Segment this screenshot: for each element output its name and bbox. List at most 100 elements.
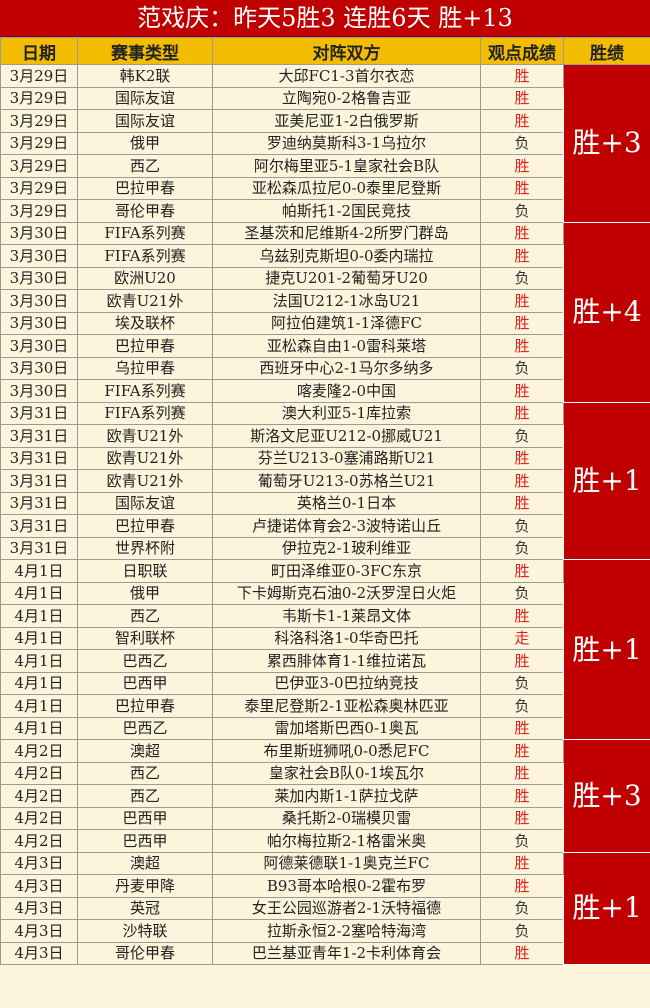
competition-cell: 欧青U21外 [77,424,213,448]
competition-cell: 巴西乙 [77,716,213,740]
date-cell: 3月30日 [0,311,78,335]
result-cell: 胜 [480,649,564,673]
table-row: 3月29日 巴拉甲春 亚松森瓜拉尼0-0泰里尼登斯胜 [0,176,650,200]
date-cell: 4月3日 [0,851,78,875]
table-row: 3月29日 西乙 阿尔梅里亚5-1皇家社会B队胜 [0,154,650,178]
date-cell: 3月29日 [0,131,78,155]
date-cell: 4月2日 [0,761,78,785]
result-cell: 胜 [480,176,564,200]
competition-cell: 西乙 [77,761,213,785]
match-cell: B93哥本哈根0-2霍布罗 [212,874,481,898]
day-record-cell: 胜+1 [563,559,650,740]
table-row: 4月3日 丹麦甲降 B93哥本哈根0-2霍布罗胜 [0,874,650,898]
table-row: 4月1日 日职联 町田泽维亚0-3FC东京胜胜+1 [0,559,650,740]
result-cell: 胜 [480,64,564,88]
result-cell: 负 [480,131,564,155]
table-row: 3月31日 欧青U21外 葡萄牙U213-0苏格兰U21 胜 [0,469,650,493]
competition-cell: 韩K2联 [77,64,213,88]
competition-cell: 西乙 [77,604,213,628]
match-cell: 阿拉伯建筑1-1泽德FC [212,311,481,335]
table-row: 3月31日 欧青U21外 斯洛文尼亚U212-0挪威U21 负 [0,424,650,448]
competition-cell: 沙特联 [77,919,213,943]
competition-cell: 欧青U21外 [77,469,213,493]
table-row: 3月29日 哥伦甲春 帕斯托1-2国民竞技负 [0,199,650,223]
result-cell: 胜 [480,446,564,470]
competition-cell: 西乙 [77,784,213,808]
table-row: 4月2日 巴西甲 桑托斯2-0瑞模贝雷胜 [0,806,650,830]
competition-cell: 欧洲U20 [77,266,213,290]
match-cell: 布里斯班狮吼0-0悉尼FC [212,739,481,763]
table-row: 3月30日 欧青U21外 法国U212-1冰岛U21 胜 [0,289,650,313]
competition-cell: 国际友谊 [77,109,213,133]
match-cell: 女王公园巡游者2-1沃特福德 [212,896,481,920]
result-cell: 胜 [480,851,564,875]
header-date: 日期 [0,37,78,65]
match-cell: 下卡姆斯克石油0-2沃罗涅日火炬 [212,581,481,605]
result-cell: 胜 [480,874,564,898]
match-cell: 斯洛文尼亚U212-0挪威U21 [212,424,481,448]
competition-cell: 澳超 [77,851,213,875]
table-row: 4月1日 西乙 韦斯卡1-1莱昂文体胜 [0,604,650,628]
result-cell: 走 [480,626,564,650]
date-cell: 3月31日 [0,536,78,560]
table-row: 3月30日 埃及联杯 阿拉伯建筑1-1泽德FC 胜 [0,311,650,335]
header-match: 对阵双方 [212,37,481,65]
match-cell: 大邱FC1-3首尔衣恋 [212,64,481,88]
result-cell: 负 [480,896,564,920]
table-row: 3月29日 国际友谊 亚美尼亚1-2白俄罗斯胜 [0,109,650,133]
result-cell: 胜 [480,379,564,403]
match-cell: 亚美尼亚1-2白俄罗斯 [212,109,481,133]
competition-cell: 英冠 [77,896,213,920]
competition-cell: 国际友谊 [77,86,213,110]
table-row: 4月1日 巴西甲 巴伊亚3-0巴拉纳竞技负 [0,671,650,695]
result-cell: 胜 [480,604,564,628]
table-row: 3月29日 俄甲 罗迪纳莫斯科3-1乌拉尔负 [0,131,650,155]
table-row: 4月3日 沙特联 拉斯永恒2-2塞哈特海湾负 [0,919,650,943]
competition-cell: FIFA系列赛 [77,244,213,268]
date-cell: 3月31日 [0,401,78,425]
result-cell: 负 [480,266,564,290]
result-cell: 负 [480,694,564,718]
competition-cell: 欧青U21外 [77,446,213,470]
competition-cell: 乌拉甲春 [77,356,213,380]
table-row: 4月2日 巴西甲 帕尔梅拉斯2-1格雷米奥负 [0,829,650,853]
header-result: 观点成绩 [480,37,564,65]
competition-cell: 巴拉甲春 [77,694,213,718]
result-cell: 胜 [480,221,564,245]
table-row: 4月2日 澳超 布里斯班狮吼0-0悉尼FC 胜胜+3 [0,739,650,853]
result-cell: 负 [480,356,564,380]
day-record-cell: 胜+3 [563,64,650,223]
date-cell: 3月30日 [0,379,78,403]
match-cell: 亚松森瓜拉尼0-0泰里尼登斯 [212,176,481,200]
competition-cell: 埃及联杯 [77,311,213,335]
match-cell: 葡萄牙U213-0苏格兰U21 [212,469,481,493]
competition-cell: 巴西甲 [77,671,213,695]
date-cell: 4月3日 [0,919,78,943]
result-cell: 胜 [480,311,564,335]
day-record-cell: 胜+4 [563,221,650,403]
table-row: 4月1日 俄甲 下卡姆斯克石油0-2沃罗涅日火炬负 [0,581,650,605]
table-row: 4月1日 巴西乙 累西腓体育1-1维拉诺瓦胜 [0,649,650,673]
day-record-cell: 胜+1 [563,851,650,965]
match-cell: 科洛科洛1-0华奇巴托 [212,626,481,650]
header-competition: 赛事类型 [77,37,213,65]
competition-cell: 西乙 [77,154,213,178]
header-record: 胜绩 [563,37,650,65]
competition-cell: 哥伦甲春 [77,941,213,965]
date-cell: 3月29日 [0,109,78,133]
table-row: 3月31日 世界杯附 伊拉克2-1玻利维亚负 [0,536,650,560]
competition-cell: FIFA系列赛 [77,221,213,245]
day-record-cell: 胜+3 [563,739,650,853]
result-cell: 胜 [480,86,564,110]
competition-cell: 俄甲 [77,581,213,605]
table-row: 4月3日 英冠 女王公园巡游者2-1沃特福德负 [0,896,650,920]
date-cell: 4月3日 [0,896,78,920]
results-table: 日期 赛事类型 对阵双方 观点成绩 胜绩 3月29日 韩K2联 大邱FC1-3首尔衣… [0,37,650,965]
competition-cell: 巴西甲 [77,829,213,853]
result-cell: 胜 [480,154,564,178]
competition-cell: 巴西乙 [77,649,213,673]
match-cell: 累西腓体育1-1维拉诺瓦 [212,649,481,673]
competition-cell: 澳超 [77,739,213,763]
competition-cell: 日职联 [77,559,213,583]
table-row: 3月30日 FIFA系列赛 圣基茨和尼维斯4-2所罗门群岛胜胜+4 [0,221,650,403]
